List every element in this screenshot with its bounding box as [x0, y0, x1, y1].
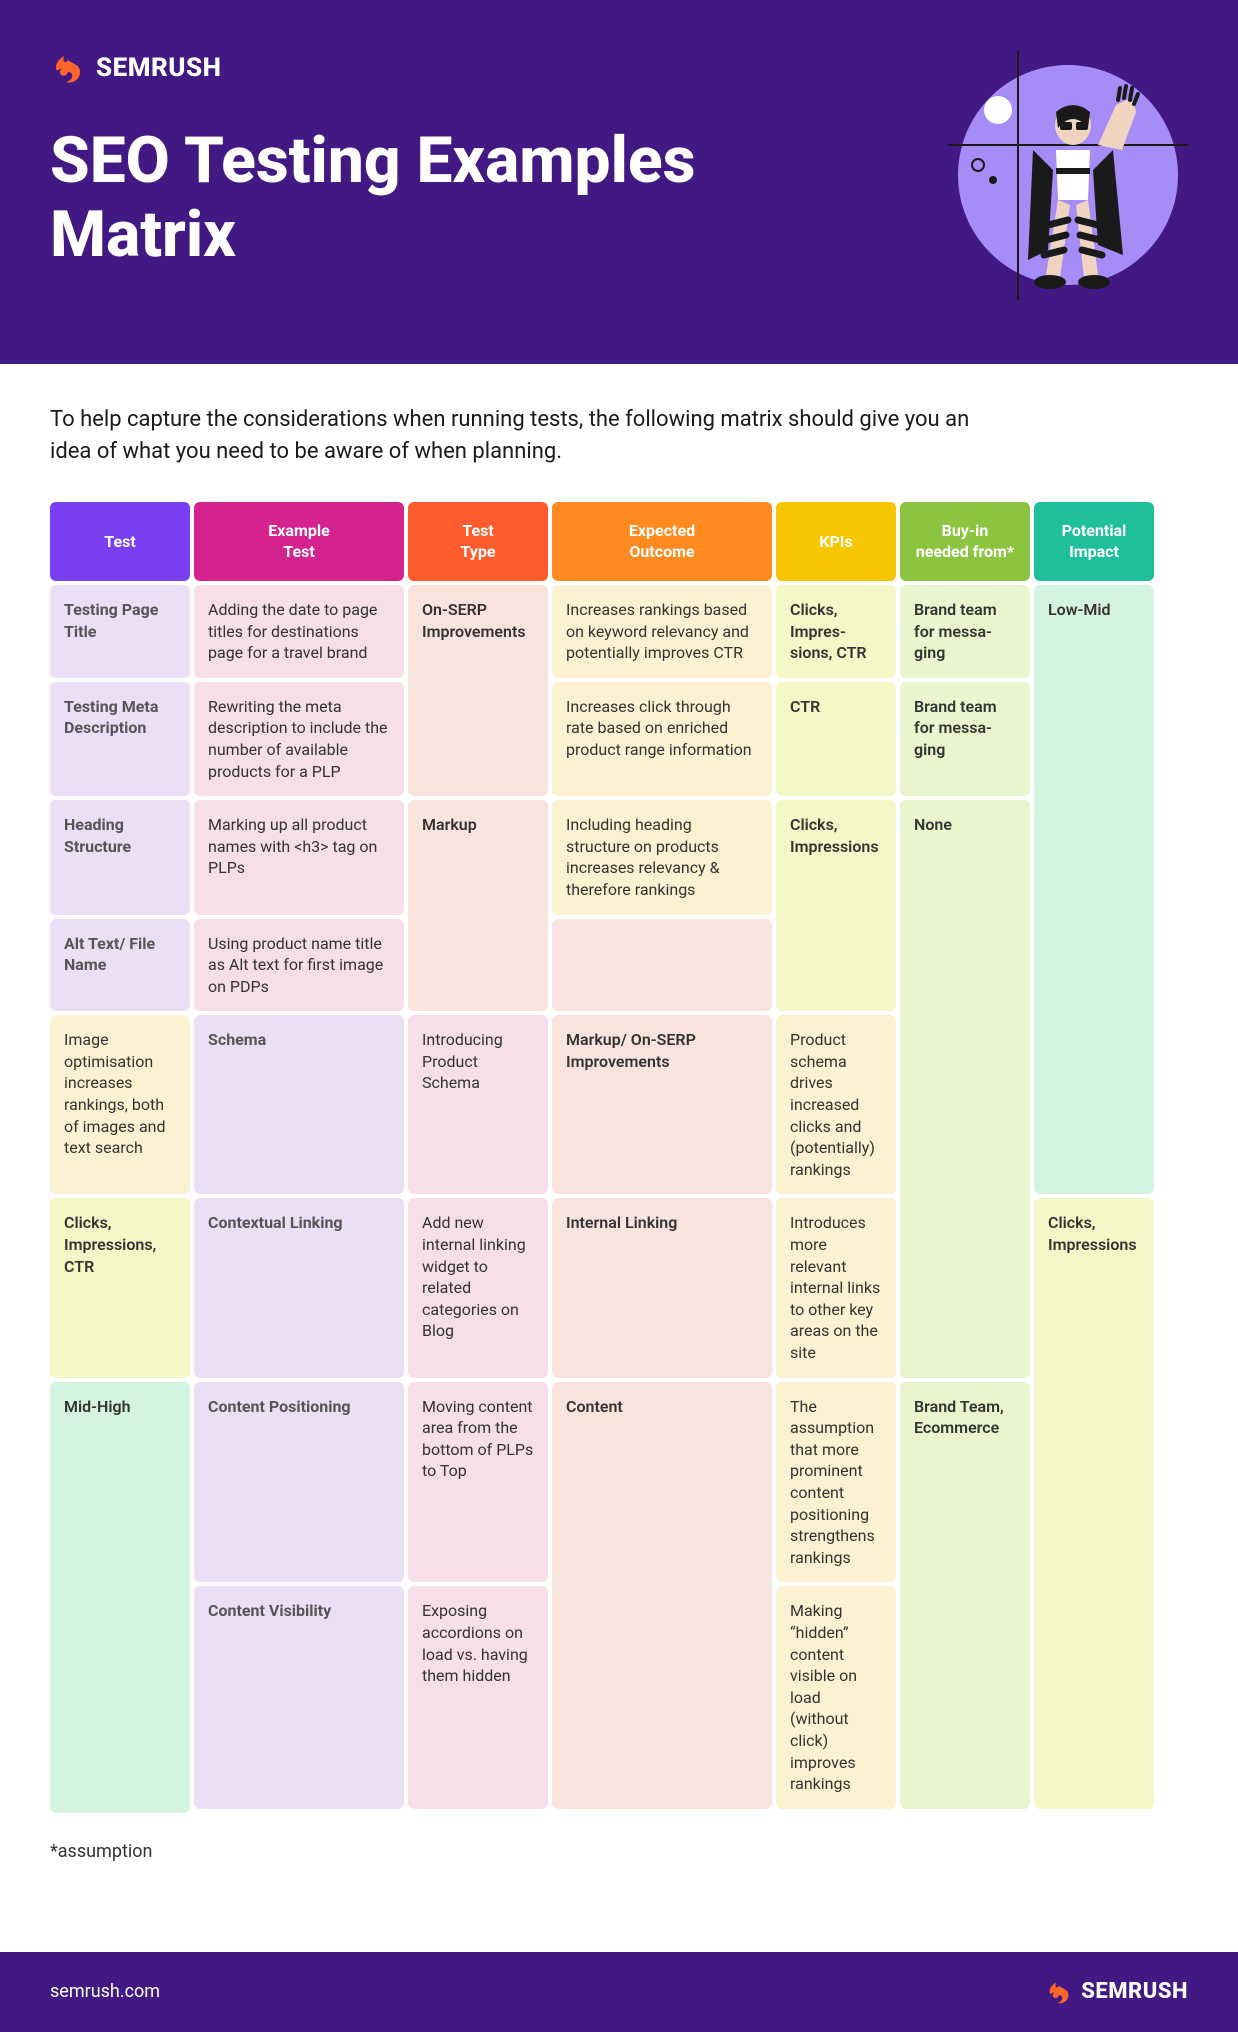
- cell-example: Using product name title as Alt text for…: [194, 919, 404, 1012]
- cell-example: Marking up all product names with <h3> t…: [194, 800, 404, 914]
- col-header: ExampleTest: [194, 502, 404, 581]
- page-footer: semrush.com SEMRUSH: [0, 1952, 1238, 2032]
- cell-buyin: Brand Team, Ecommerce: [900, 1382, 1030, 1809]
- cell-kpis: Clicks, Impressions: [1034, 1198, 1154, 1808]
- cell-kpis: Clicks, Impressions: [776, 800, 896, 1011]
- page-title: SEO Testing Examples Matrix: [50, 124, 770, 271]
- cell-test: Contextual Linking: [194, 1198, 404, 1377]
- cell-outcome: Product schema drives increased clicks a…: [776, 1015, 896, 1194]
- cell-test: Heading Structure: [50, 800, 190, 914]
- cell-example: Moving content area from the bottom of P…: [408, 1382, 548, 1583]
- cell-kpis: Clicks, Impres­sions, CTR: [776, 585, 896, 678]
- col-header: Test: [50, 502, 190, 581]
- cell-example: Adding the date to page titles for desti…: [194, 585, 404, 678]
- cell-example: Exposing accordions on load vs. having t…: [408, 1586, 548, 1808]
- cell-outcome: Increases rankings based on keyword rele…: [552, 585, 772, 678]
- content-area: To help capture the considerations when …: [0, 364, 1238, 1892]
- intro-text: To help capture the considerations when …: [50, 404, 970, 468]
- cell-outcome: The assumption that more prominent conte…: [776, 1382, 896, 1583]
- cell-kpis: Clicks, Impressions, CTR: [50, 1198, 190, 1377]
- footer-brand-text: SEMRUSH: [1081, 1979, 1188, 2004]
- col-header: KPIs: [776, 502, 896, 581]
- cell-outcome: Making “hidden” content visible on load …: [776, 1586, 896, 1808]
- cell-type: Markup: [408, 800, 548, 1011]
- cell-type: Internal Linking: [552, 1198, 772, 1377]
- cell-buyin: Brand team for messa­ging: [900, 682, 1030, 796]
- col-header: ExpectedOutcome: [552, 502, 772, 581]
- cell-outcome: Introduces more relevant internal links …: [776, 1198, 896, 1377]
- col-header: Buy-in needed from*: [900, 502, 1030, 581]
- cell-test: Alt Text/ File Name: [50, 919, 190, 1012]
- cell-type: [552, 919, 772, 1012]
- cell-buyin: Brand team for messa­ging: [900, 585, 1030, 678]
- cell-type: Markup/ On-SERP Improvements: [552, 1015, 772, 1194]
- footer-url: semrush.com: [50, 1981, 160, 2002]
- cell-test: Content Visibility: [194, 1586, 404, 1808]
- cell-outcome: Increases click through rate based on en…: [552, 682, 772, 796]
- brand-text: SEMRUSH: [96, 53, 221, 83]
- page-header: SEMRUSH SEO Testing Examples Matrix: [0, 0, 1238, 364]
- flame-icon: [1045, 1978, 1073, 2006]
- cell-example: Introducing Product Schema: [408, 1015, 548, 1194]
- cell-outcome: Including heading structure on products …: [552, 800, 772, 914]
- cell-outcome: Image optimisation increases rankings, b…: [50, 1015, 190, 1194]
- cell-type: On-SERP Improvements: [408, 585, 548, 796]
- cell-test: Testing Page Title: [50, 585, 190, 678]
- col-header: TestType: [408, 502, 548, 581]
- cell-type: Content: [552, 1382, 772, 1809]
- cell-kpis: CTR: [776, 682, 896, 796]
- cell-impact: Low-Mid: [1034, 585, 1154, 1194]
- brand-logo: SEMRUSH: [50, 50, 770, 86]
- cell-impact: Mid-High: [50, 1382, 190, 1813]
- header-left: SEMRUSH SEO Testing Examples Matrix: [50, 50, 770, 271]
- cell-test: Content Positioning: [194, 1382, 404, 1583]
- cell-test: Testing Meta Description: [50, 682, 190, 796]
- footer-brand: SEMRUSH: [1045, 1978, 1188, 2006]
- matrix-table: TestExampleTestTestTypeExpectedOutcomeKP…: [50, 502, 1188, 1813]
- footnote: *assumption: [50, 1841, 1188, 1862]
- cell-buyin: None: [900, 800, 1030, 1377]
- hero-illustration: [938, 50, 1188, 304]
- col-header: Potential Impact: [1034, 502, 1154, 581]
- cell-example: Add new internal linking widget to relat…: [408, 1198, 548, 1377]
- flame-icon: [50, 50, 86, 86]
- cell-test: Schema: [194, 1015, 404, 1194]
- cell-example: Rewriting the meta description to includ…: [194, 682, 404, 796]
